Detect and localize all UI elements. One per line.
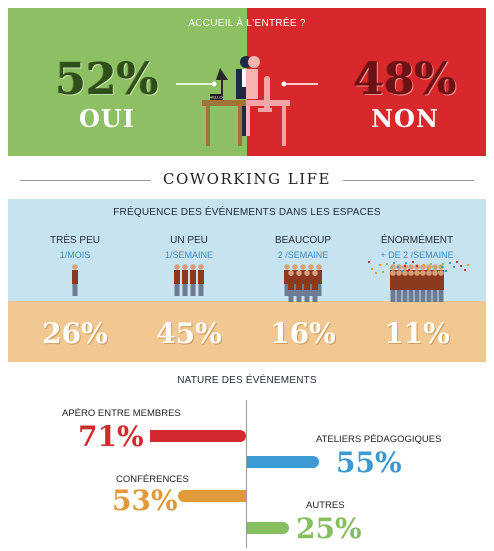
confetti-piece: [434, 267, 436, 269]
freq-pct-1: 26%: [42, 317, 108, 350]
confetti-piece: [401, 270, 403, 272]
confetti-piece: [445, 270, 447, 272]
confetti-piece: [412, 261, 414, 263]
crowd-person-4: [426, 270, 432, 302]
confetti-piece: [453, 266, 455, 268]
confetti-piece: [382, 271, 384, 273]
nature-bar-1: [150, 430, 246, 442]
yes-percent: 52%: [55, 54, 159, 105]
frequency-panel: FRÉQUENCE DES ÉVÉNEMENTS DANS LES ESPACE…: [8, 199, 486, 362]
crowd-person-3: [316, 264, 322, 296]
confetti-piece: [423, 264, 425, 266]
confetti-piece: [430, 263, 432, 265]
nature-label-1: APÉRO ENTRE MEMBRES: [62, 408, 181, 419]
confetti-piece: [464, 269, 466, 271]
confetti-piece: [467, 264, 469, 266]
nature-pct-1: 71%: [78, 420, 144, 453]
crowd-person-3: [304, 270, 310, 302]
crowd-person-3: [292, 264, 298, 296]
crowd-person-4: [390, 270, 396, 302]
crowd-person-4: [402, 270, 408, 302]
confetti-piece: [397, 266, 399, 268]
freq-pct-2: 45%: [156, 317, 222, 350]
crowd-person-3: [284, 264, 290, 296]
welcome-panel: ACCUEIL À L'ENTRÉE ? HELLO 52% 48% OUI: [8, 8, 486, 156]
crowd-person-4: [432, 270, 438, 302]
confetti-piece: [442, 263, 444, 265]
nature-pct-4: 25%: [296, 512, 362, 545]
reception-desk-illustration: HELLO: [176, 56, 318, 146]
crowd-person-4: [420, 270, 426, 302]
confetti-piece: [386, 263, 388, 265]
crowd-person-3: [312, 270, 318, 302]
confetti-piece: [416, 265, 418, 267]
confetti-piece: [368, 261, 370, 263]
crowd-person-4: [414, 270, 420, 302]
confetti-piece: [393, 262, 395, 264]
nature-bar-3: [178, 490, 246, 502]
freq-sub-4: + DE 2 /SEMAINE: [380, 250, 454, 260]
crowd-person-1: [72, 264, 78, 296]
confetti-piece: [375, 272, 377, 274]
desk-sign: HELLO: [209, 95, 222, 100]
freq-sub-1: 1/MOIS: [59, 250, 91, 260]
confetti-piece: [438, 271, 440, 273]
crowd-person-4: [408, 270, 414, 302]
no-label: NON: [371, 104, 439, 133]
freq-label-4: ÉNORMÉMENT: [380, 235, 454, 246]
nature-axis: [246, 400, 247, 548]
crowd-person-4: [396, 270, 402, 302]
nature-title: NATURE DES ÉVÉNEMENTS: [177, 375, 317, 386]
nature-label-4: AUTRES: [306, 500, 345, 511]
frequency-floor: [8, 301, 486, 362]
freq-label-2: UN PEU: [170, 235, 208, 246]
crowd-illustration: [72, 261, 469, 302]
freq-label-3: BEAUCOUP: [274, 235, 332, 246]
welcome-question: ACCUEIL À L'ENTRÉE ?: [188, 18, 306, 29]
crowd-person-3: [296, 270, 302, 302]
crowd-person-3: [288, 270, 294, 302]
coworking-title: COWORKING LIFE: [0, 170, 494, 188]
confetti-piece: [460, 265, 462, 267]
crowd-person-3: [308, 264, 314, 296]
no-half: [247, 8, 486, 156]
nature-label-2: ATELIERS PÉDAGOGIQUES: [316, 434, 442, 445]
nature-bar-2: [247, 456, 319, 468]
confetti-piece: [404, 265, 406, 267]
confetti-piece: [449, 262, 451, 264]
crowd-person-2: [174, 264, 180, 296]
freq-sub-2: 1/SEMAINE: [164, 250, 213, 260]
nature-label-3: CONFÉRENCES: [116, 474, 189, 485]
freq-label-1: TRÈS PEU: [49, 235, 100, 246]
nature-pct-3: 53%: [112, 484, 178, 517]
confetti-piece: [390, 267, 392, 269]
confetti-piece: [419, 272, 421, 274]
confetti-piece: [371, 268, 373, 270]
nature-bar-4: [247, 522, 289, 534]
confetti-piece: [405, 262, 407, 264]
confetti-piece: [408, 269, 410, 271]
crowd-person-2: [182, 264, 188, 296]
crowd-person-2: [190, 264, 196, 296]
confetti-piece: [441, 266, 443, 268]
confetti-piece: [456, 261, 458, 263]
no-percent: 48%: [353, 54, 457, 105]
frequency-title: FRÉQUENCE DES ÉVÉNEMENTS DANS LES ESPACE…: [113, 207, 381, 218]
coworking-title-text: COWORKING LIFE: [150, 170, 344, 188]
freq-pct-3: 16%: [270, 317, 336, 350]
yes-label: OUI: [78, 104, 136, 133]
freq-sub-3: 2 /SEMAINE: [277, 250, 329, 260]
confetti-piece: [379, 264, 381, 266]
confetti-piece: [427, 268, 429, 270]
nature-pct-2: 55%: [336, 446, 402, 479]
crowd-person-3: [300, 264, 306, 296]
freq-pct-4: 11%: [384, 317, 450, 350]
crowd-person-2: [198, 264, 204, 296]
